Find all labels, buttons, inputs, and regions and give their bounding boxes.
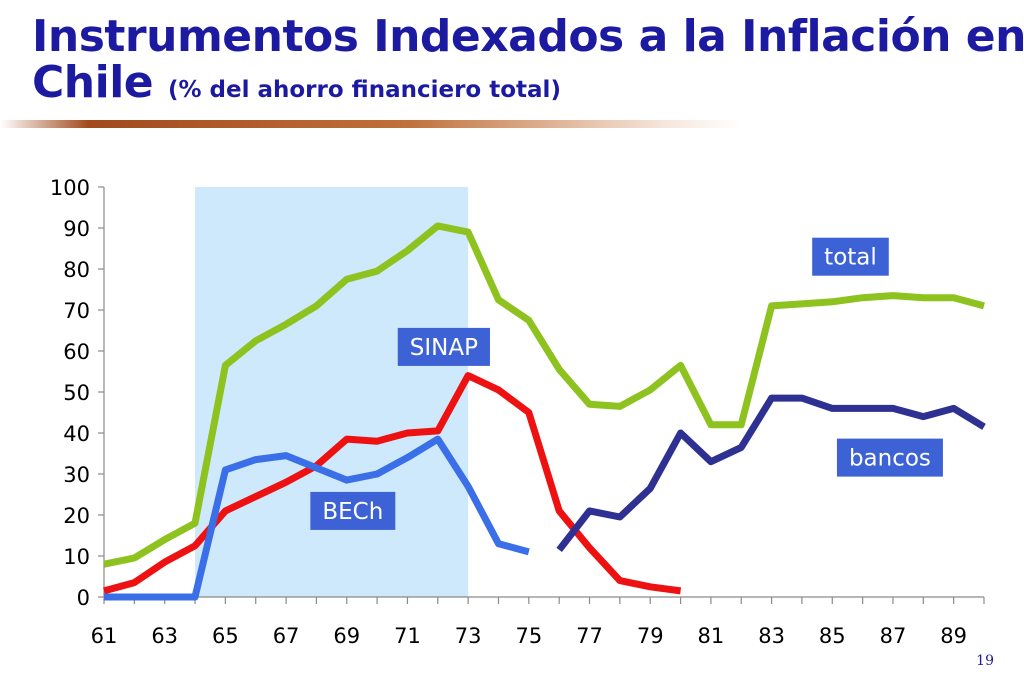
y-axis-ticks: 0 10 20 30 40 50 60 70 80 90 100 [50, 176, 104, 610]
y-tick-label: 20 [63, 504, 90, 528]
x-tick-label: 67 [273, 624, 300, 648]
y-tick-label: 80 [63, 258, 90, 282]
x-tick-label: 83 [758, 624, 785, 648]
x-tick-label: 85 [819, 624, 846, 648]
series-lines [103, 222, 986, 601]
series-label-sinap: SINAP [410, 335, 478, 361]
series-label-bancos: bancos [849, 446, 931, 472]
x-tick-label: 77 [576, 624, 603, 648]
y-tick-label: 60 [63, 340, 90, 364]
x-tick-label: 79 [637, 624, 664, 648]
page-number: 19 [976, 653, 994, 669]
title-line-2: Chile (% del ahorro financiero total) [32, 60, 1012, 113]
slide-title: Instrumentos Indexados a la Inflación en… [32, 11, 1024, 113]
series-labels: total SINAP BECh bancos [310, 237, 943, 530]
x-tick-label: 89 [940, 624, 967, 648]
y-tick-label: 70 [63, 299, 90, 323]
x-tick-label: 87 [880, 624, 907, 648]
y-tick-label: 50 [63, 381, 90, 405]
title-line-1: Instrumentos Indexados a la Inflación en [32, 11, 1024, 62]
series-line-total [103, 222, 985, 568]
series-line-sinap [103, 372, 682, 595]
x-tick-label: 71 [394, 624, 421, 648]
y-tick-label: 0 [77, 586, 90, 610]
x-tick-label: 81 [698, 624, 725, 648]
y-tick-label: 10 [63, 545, 90, 569]
series-line-bancos [556, 394, 986, 553]
y-tick-label: 100 [50, 176, 90, 200]
series-label-box-sinap [397, 327, 490, 366]
title-chile: Chile [32, 57, 154, 108]
title-underline [0, 120, 740, 128]
x-tick-label: 75 [515, 624, 542, 648]
y-tick-label: 90 [63, 217, 90, 241]
series-label-box-total [812, 237, 889, 276]
x-tick-label: 69 [333, 624, 360, 648]
x-tick-label: 65 [212, 624, 239, 648]
y-tick-label: 30 [63, 463, 90, 487]
series-line-bech [104, 435, 530, 601]
y-tick-label: 40 [63, 422, 90, 446]
shaded-period [195, 187, 469, 597]
shaded-region [195, 187, 469, 597]
series-label-bech: BECh [322, 499, 383, 525]
x-tick-label: 73 [455, 624, 482, 648]
series-label-box-bech [310, 491, 396, 530]
chart-subtitle: (% del ahorro financiero total) [167, 77, 561, 103]
x-axis-ticks: 61 63 65 67 69 71 73 75 77 79 81 83 85 87 89 [91, 597, 985, 648]
x-tick-label: 63 [151, 624, 178, 648]
x-tick-label: 61 [91, 624, 118, 648]
series-label-total: total [824, 245, 877, 271]
series-label-box-bancos [836, 438, 943, 477]
